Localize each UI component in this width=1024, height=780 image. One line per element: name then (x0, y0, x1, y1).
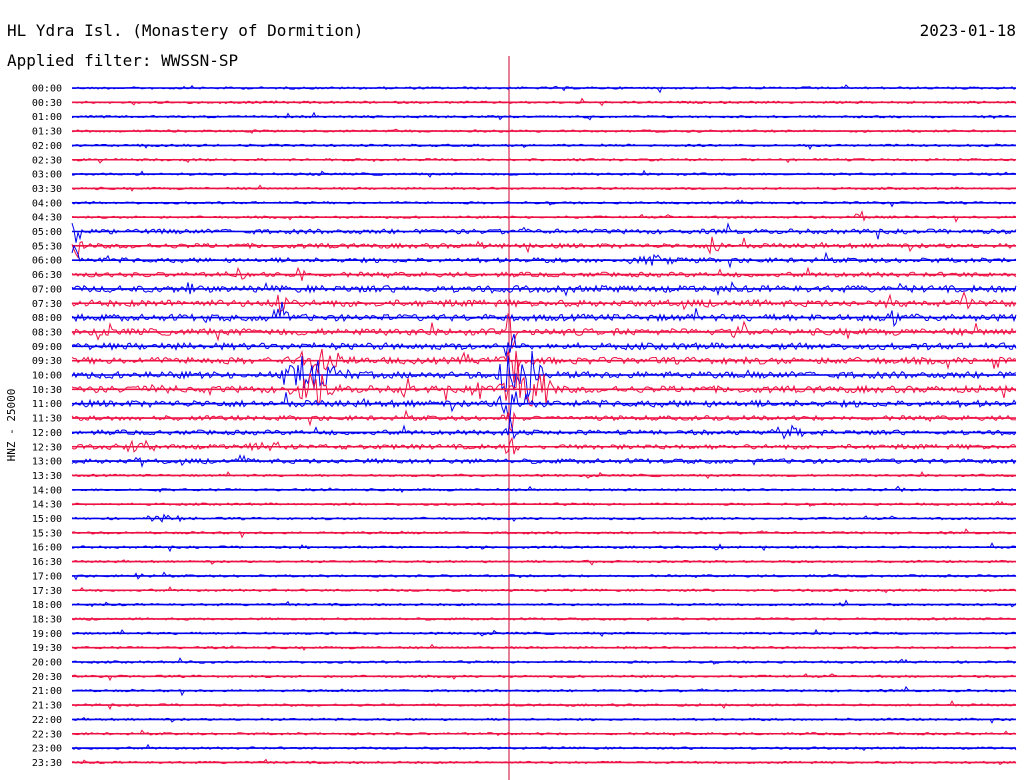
row-time-label: 19:00 (32, 629, 62, 640)
row-time-label: 03:00 (32, 170, 62, 181)
row-time-label: 09:00 (32, 342, 62, 353)
row-time-label: 20:00 (32, 658, 62, 669)
row-time-label: 23:00 (32, 744, 62, 755)
row-time-label: 02:30 (32, 155, 62, 166)
row-time-label: 07:30 (32, 299, 62, 310)
row-time-label: 16:00 (32, 543, 62, 554)
row-time-label: 02:00 (32, 141, 62, 152)
row-time-label: 05:30 (32, 241, 62, 252)
row-time-label: 04:00 (32, 198, 62, 209)
row-time-label: 23:30 (32, 758, 62, 769)
seismic-trace-row (71, 280, 1017, 297)
row-time-label: 12:00 (32, 428, 62, 439)
row-time-label: 17:30 (32, 586, 62, 597)
seismic-trace-row (71, 657, 1017, 665)
row-time-label: 21:30 (32, 701, 62, 712)
row-time-label: 10:00 (32, 371, 62, 382)
row-time-label: 00:30 (32, 98, 62, 109)
seismic-trace-row (71, 236, 1017, 259)
row-time-label: 18:00 (32, 600, 62, 611)
row-time-label: 19:30 (32, 643, 62, 654)
seismic-trace-row (71, 599, 1017, 608)
row-time-label: 18:30 (32, 614, 62, 625)
row-time-label: 09:30 (32, 356, 62, 367)
row-time-label: 07:00 (32, 284, 62, 295)
row-time-label: 15:30 (32, 528, 62, 539)
row-time-label: 05:00 (32, 227, 62, 238)
row-time-label: 15:00 (32, 514, 62, 525)
row-time-label: 14:30 (32, 500, 62, 511)
seismic-trace-row (71, 290, 1017, 313)
seismic-trace-row (71, 361, 1017, 407)
row-time-label: 01:00 (32, 112, 62, 123)
row-time-label: 13:30 (32, 471, 62, 482)
filter-label: Applied filter: WWSSN-SP (7, 51, 238, 70)
row-time-label: 00:00 (32, 84, 62, 95)
row-time-label: 22:30 (32, 729, 62, 740)
seismic-trace-row (71, 409, 1017, 433)
seismic-trace-row (71, 717, 1017, 724)
row-time-label: 13:00 (32, 457, 62, 468)
row-time-label: 11:00 (32, 399, 62, 410)
row-time-label: 08:30 (32, 327, 62, 338)
row-time-label: 01:30 (32, 127, 62, 138)
row-time-label: 08:00 (32, 313, 62, 324)
seismic-trace-row (71, 417, 1017, 440)
row-time-label: 12:30 (32, 442, 62, 453)
seismic-trace-row (71, 222, 1017, 243)
y-axis-label: HNZ - 25000 (5, 389, 18, 462)
row-time-label: 21:00 (32, 686, 62, 697)
row-time-label: 14:00 (32, 485, 62, 496)
seismic-trace-row (71, 333, 1017, 357)
seismic-trace-row (71, 301, 1017, 328)
seismic-trace-row (71, 244, 1017, 269)
row-time-label: 22:00 (32, 715, 62, 726)
row-time-label: 03:30 (32, 184, 62, 195)
station-title: HL Ydra Isl. (Monastery of Dormition) (7, 21, 363, 40)
row-time-label: 06:30 (32, 270, 62, 281)
seismic-trace-row (71, 391, 1017, 419)
row-time-label: 11:30 (32, 414, 62, 425)
row-time-label: 04:30 (32, 213, 62, 224)
seismic-trace-row (71, 729, 1017, 737)
trace-rows: 00:00 00:30 01:00 01:30 02:00 02:30 03:00 03:30… (32, 84, 1017, 769)
row-time-label: 06:00 (32, 256, 62, 267)
row-time-label: 10:30 (32, 385, 62, 396)
row-time-label: 16:30 (32, 557, 62, 568)
row-time-label: 20:30 (32, 672, 62, 683)
date-label: 2023-01-18 (920, 21, 1016, 40)
row-time-label: 17:00 (32, 571, 62, 582)
